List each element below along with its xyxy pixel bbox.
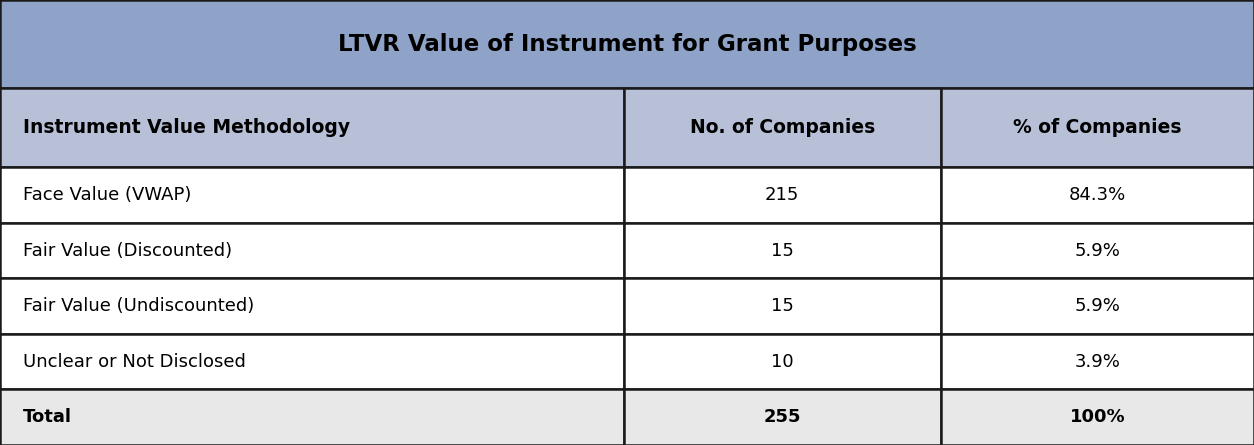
Text: Total: Total xyxy=(23,408,71,426)
Text: Fair Value (Undiscounted): Fair Value (Undiscounted) xyxy=(23,297,253,315)
Bar xyxy=(624,167,940,223)
Text: No. of Companies: No. of Companies xyxy=(690,118,875,137)
Text: LTVR Value of Instrument for Grant Purposes: LTVR Value of Instrument for Grant Purpo… xyxy=(337,32,917,56)
Text: Instrument Value Methodology: Instrument Value Methodology xyxy=(23,118,350,137)
Bar xyxy=(940,167,1254,223)
Text: 255: 255 xyxy=(764,408,801,426)
Text: 15: 15 xyxy=(771,297,794,315)
Text: 3.9%: 3.9% xyxy=(1075,353,1120,371)
Text: Face Value (VWAP): Face Value (VWAP) xyxy=(23,186,191,204)
Bar xyxy=(940,279,1254,334)
Text: 10: 10 xyxy=(771,353,794,371)
Text: 15: 15 xyxy=(771,242,794,259)
Bar xyxy=(0,223,624,279)
Bar xyxy=(624,389,940,445)
Text: 84.3%: 84.3% xyxy=(1068,186,1126,204)
Bar xyxy=(0,334,624,389)
Text: 5.9%: 5.9% xyxy=(1075,297,1120,315)
Bar xyxy=(624,334,940,389)
Bar xyxy=(0,0,1254,88)
Bar xyxy=(940,389,1254,445)
Bar xyxy=(0,279,624,334)
Bar xyxy=(940,334,1254,389)
Text: Fair Value (Discounted): Fair Value (Discounted) xyxy=(23,242,232,259)
Text: 5.9%: 5.9% xyxy=(1075,242,1120,259)
Bar xyxy=(940,88,1254,167)
Bar xyxy=(624,223,940,279)
Bar xyxy=(0,389,624,445)
Bar xyxy=(0,167,624,223)
Text: 215: 215 xyxy=(765,186,799,204)
Text: Unclear or Not Disclosed: Unclear or Not Disclosed xyxy=(23,353,246,371)
Bar xyxy=(624,279,940,334)
Bar xyxy=(940,223,1254,279)
Text: % of Companies: % of Companies xyxy=(1013,118,1181,137)
Bar xyxy=(0,88,624,167)
Text: 100%: 100% xyxy=(1070,408,1125,426)
Bar xyxy=(624,88,940,167)
